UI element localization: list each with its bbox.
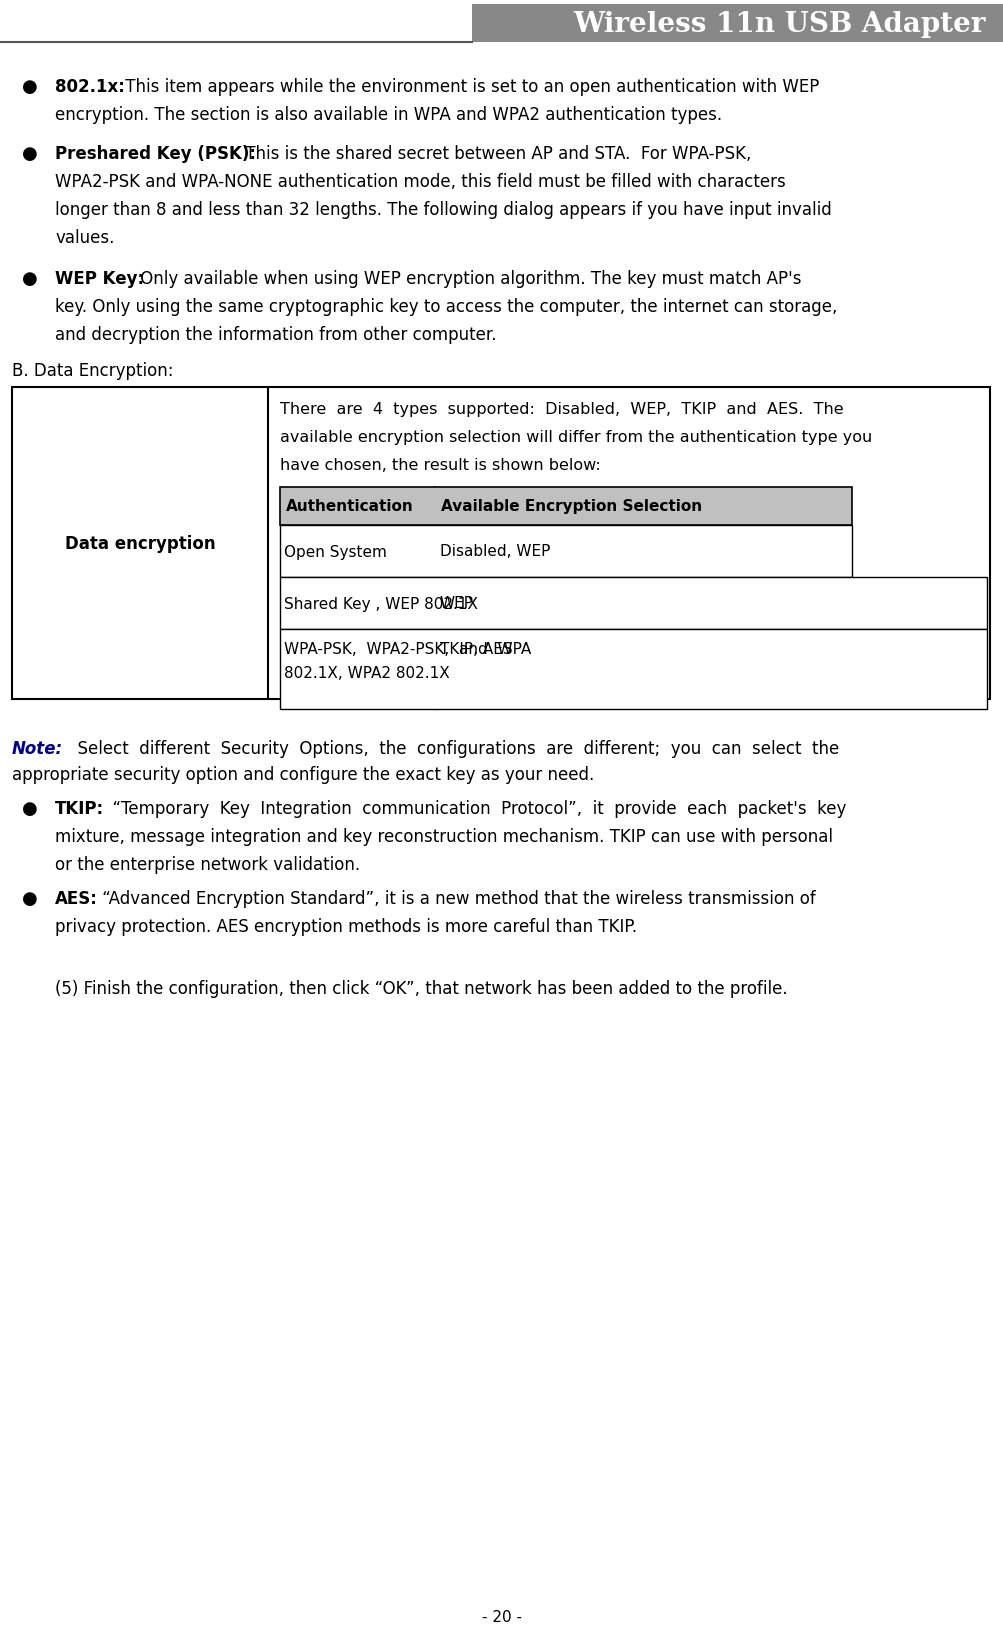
Text: Only available when using WEP encryption algorithm. The key must match AP's: Only available when using WEP encryption… — [134, 271, 800, 289]
Text: or the enterprise network validation.: or the enterprise network validation. — [55, 856, 360, 874]
Text: 802.1X, WPA2 802.1X: 802.1X, WPA2 802.1X — [284, 665, 449, 681]
Text: privacy protection. AES encryption methods is more careful than TKIP.: privacy protection. AES encryption metho… — [55, 918, 637, 936]
Text: ●: ● — [22, 799, 38, 818]
Text: Shared Key , WEP 802.1X: Shared Key , WEP 802.1X — [284, 597, 477, 611]
Text: (5) Finish the configuration, then click “OK”, that network has been added to th: (5) Finish the configuration, then click… — [55, 980, 786, 998]
Bar — [280, 629, 986, 709]
Text: encryption. The section is also available in WPA and WPA2 authentication types.: encryption. The section is also availabl… — [55, 106, 721, 124]
Text: Open System: Open System — [284, 544, 386, 559]
Text: Preshared Key (PSK):: Preshared Key (PSK): — [55, 145, 256, 163]
Text: values.: values. — [55, 228, 114, 246]
Text: and decryption the information from other computer.: and decryption the information from othe… — [55, 326, 496, 344]
Text: AES:: AES: — [55, 890, 97, 908]
Text: Authentication: Authentication — [286, 499, 413, 513]
Bar — [12, 388, 989, 699]
Text: available encryption selection will differ from the authentication type you: available encryption selection will diff… — [280, 430, 872, 445]
Text: TKIP, AES: TKIP, AES — [439, 642, 513, 657]
Bar — [280, 487, 852, 526]
Text: Wireless 11n USB Adapter: Wireless 11n USB Adapter — [573, 10, 985, 37]
Text: This item appears while the environment is set to an open authentication with WE: This item appears while the environment … — [120, 78, 818, 96]
Text: WPA-PSK,  WPA2-PSK,  and  WPA: WPA-PSK, WPA2-PSK, and WPA — [284, 642, 531, 657]
Text: TKIP:: TKIP: — [55, 799, 104, 818]
Text: ●: ● — [22, 78, 38, 96]
Text: longer than 8 and less than 32 lengths. The following dialog appears if you have: longer than 8 and less than 32 lengths. … — [55, 200, 830, 218]
Text: ●: ● — [22, 890, 38, 908]
Text: ●: ● — [22, 271, 38, 289]
Text: B. Data Encryption:: B. Data Encryption: — [12, 362, 174, 380]
Text: mixture, message integration and key reconstruction mechanism. TKIP can use with: mixture, message integration and key rec… — [55, 828, 832, 846]
Bar — [0, 5, 471, 42]
Text: “Advanced Encryption Standard”, it is a new method that the wireless transmissio: “Advanced Encryption Standard”, it is a … — [97, 890, 815, 908]
Text: Available Encryption Selection: Available Encryption Selection — [440, 499, 701, 513]
Text: Data encryption: Data encryption — [64, 535, 215, 553]
Text: 802.1x:: 802.1x: — [55, 78, 124, 96]
Text: appropriate security option and configure the exact key as your need.: appropriate security option and configur… — [12, 766, 594, 784]
Text: WEP Key:: WEP Key: — [55, 271, 144, 289]
Text: This is the shared secret between AP and STA.  For WPA-PSK,: This is the shared secret between AP and… — [240, 145, 750, 163]
Text: “Temporary  Key  Integration  communication  Protocol”,  it  provide  each  pack: “Temporary Key Integration communication… — [102, 799, 846, 818]
Text: There  are  4  types  supported:  Disabled,  WEP,  TKIP  and  AES.  The: There are 4 types supported: Disabled, W… — [280, 401, 843, 417]
Text: Disabled, WEP: Disabled, WEP — [439, 544, 550, 559]
Text: WPA2-PSK and WPA-NONE authentication mode, this field must be filled with charac: WPA2-PSK and WPA-NONE authentication mod… — [55, 173, 785, 191]
Text: Select  different  Security  Options,  the  configurations  are  different;  you: Select different Security Options, the c… — [67, 740, 839, 758]
Text: have chosen, the result is shown below:: have chosen, the result is shown below: — [280, 458, 600, 473]
Text: Note:: Note: — [12, 740, 63, 758]
Bar — [280, 526, 852, 577]
Text: WEP: WEP — [439, 597, 473, 611]
Bar — [0, 5, 1003, 42]
Text: key. Only using the same cryptographic key to access the computer, the internet : key. Only using the same cryptographic k… — [55, 298, 837, 316]
Text: ●: ● — [22, 145, 38, 163]
Text: - 20 -: - 20 - — [481, 1609, 522, 1623]
Bar — [280, 577, 986, 629]
